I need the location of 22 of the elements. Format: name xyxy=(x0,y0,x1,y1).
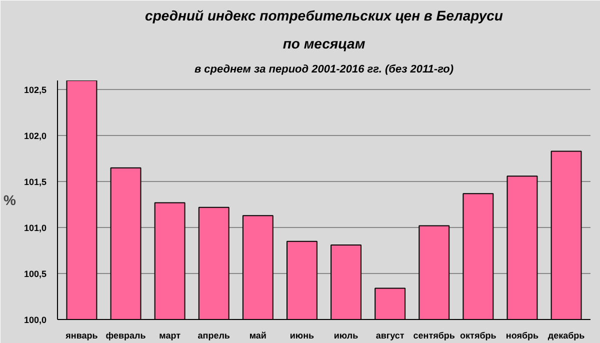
text: в среднем за период 2001-2016 гг. (без 2011-го) xyxy=(194,64,454,76)
y-axis-title: % xyxy=(4,192,17,208)
x-tick-label: май xyxy=(249,330,266,340)
y-tick-label: 102,5 xyxy=(24,85,47,96)
x-tick-label: март xyxy=(159,330,182,340)
x-tick-label: август xyxy=(376,330,405,340)
x-tick-label: октябрь xyxy=(460,330,497,340)
y-tick-label: 102,0 xyxy=(24,131,47,142)
x-tick-label: февраль xyxy=(106,330,146,340)
y-tick-label: 101,5 xyxy=(24,177,47,188)
x-tick-label: сентябрь xyxy=(413,330,456,340)
chart-subtitle: по месяцам xyxy=(282,36,366,52)
x-tick-label: апрель xyxy=(198,330,230,340)
x-tick-label: ноябрь xyxy=(506,330,540,340)
y-tick-label: 100,5 xyxy=(24,269,47,280)
x-tick-label: июль xyxy=(334,330,359,340)
x-tick-label: декабрь xyxy=(548,330,586,340)
x-tick-label: январь xyxy=(66,330,98,340)
x-tick-label: июнь xyxy=(290,330,315,340)
chart-title: средний индекс потребительских цен в Беларуси xyxy=(145,8,504,24)
y-tick-label: 100,0 xyxy=(24,315,47,325)
y-tick-label: 101,0 xyxy=(24,223,47,234)
